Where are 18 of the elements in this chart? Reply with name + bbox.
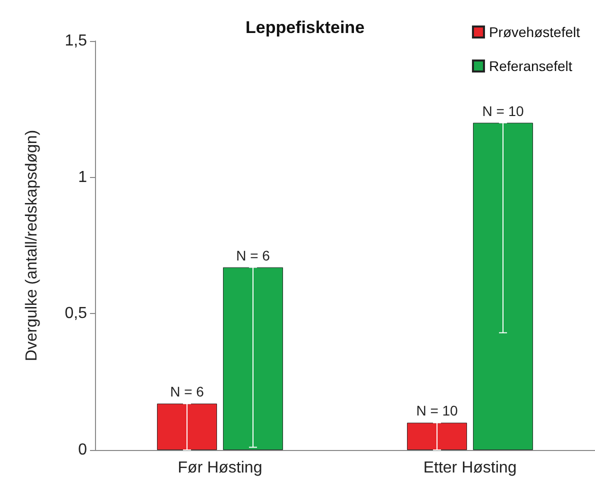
annotation: N = 10 <box>482 102 524 119</box>
y-tick-label: 0,5 <box>64 305 88 322</box>
chart-title: Leppefiskteine <box>245 18 365 37</box>
legend-label: Prøvehøstefelt <box>488 24 580 40</box>
legend-label: Referansefelt <box>488 58 572 74</box>
y-axis-title: Dvergulke (antall/redskapsdøgn) <box>24 130 40 362</box>
y-tick-label: 1 <box>78 168 88 186</box>
x-tick-label: Etter Høsting <box>423 460 517 476</box>
bar <box>223 267 283 450</box>
annotation: N = 6 <box>236 247 270 264</box>
y-tick-label: 0 <box>78 442 88 458</box>
annotation: N = 6 <box>170 384 204 400</box>
x-tick-label: Før Høsting <box>178 460 262 476</box>
bar <box>407 422 467 450</box>
bar <box>157 404 217 450</box>
annotation: N = 10 <box>416 402 458 419</box>
bar <box>473 122 533 450</box>
y-tick-label: 1,5 <box>64 32 88 50</box>
